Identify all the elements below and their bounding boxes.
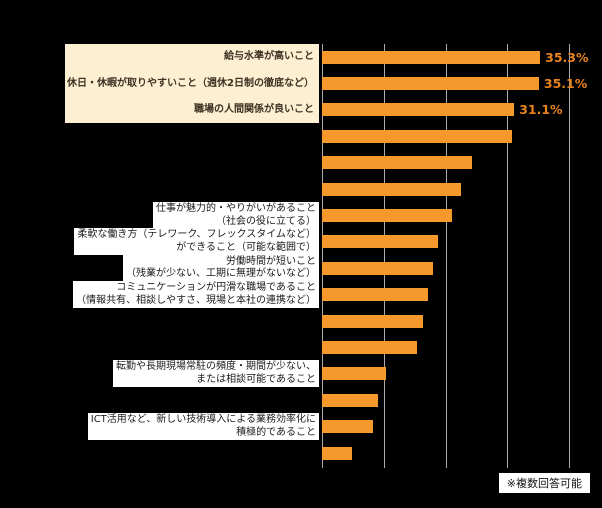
bar-row — [0, 387, 602, 413]
category-label: 職場の人間関係が良いこと — [0, 96, 322, 124]
bar-row: 柔軟な働き方（テレワーク、フレックスタイムなど） ができること（可能な範囲で） — [0, 228, 602, 256]
category-label: 転勤や長期現場常駐の頻度・期間が少ない、 または相談可能であること — [0, 360, 322, 388]
bar — [322, 420, 374, 434]
bar-cell — [322, 229, 602, 255]
bar-cell — [322, 282, 602, 308]
category-label — [0, 440, 322, 466]
bar-cell: 35.1% — [322, 70, 602, 96]
category-label: 仕事が魅力的・やりがいがあること （社会の役に立てる） — [0, 202, 322, 230]
category-label — [0, 150, 322, 176]
bar — [322, 50, 541, 64]
category-label-box: 転勤や長期現場常駐の頻度・期間が少ない、 または相談可能であること — [113, 360, 319, 388]
bar-row — [0, 150, 602, 176]
bar — [322, 77, 539, 91]
bar — [322, 235, 439, 249]
bar-cell — [322, 150, 602, 176]
bar-cell — [322, 123, 602, 149]
bar — [322, 209, 452, 223]
bar-row — [0, 176, 602, 202]
multiple-answers-note: ※複数回答可能 — [498, 473, 590, 493]
bar-cell — [322, 255, 602, 281]
category-label-box: 労働時間が短いこと （残業が少ない、工期に無理がないなど） — [123, 254, 319, 282]
category-label — [0, 308, 322, 334]
bar-row — [0, 308, 602, 334]
bar — [322, 314, 424, 328]
bar — [322, 288, 429, 302]
category-label-box: ICT活用など、新しい技術導入による業務効率化に 積極的であること — [87, 413, 319, 441]
value-label: 35.1% — [543, 76, 588, 92]
bar — [322, 156, 473, 170]
bar — [322, 340, 418, 354]
bar — [322, 261, 434, 275]
bar-row: コミュニケーションが円滑な職場であること （情報共有、相談しやすさ、現場と本社の連… — [0, 281, 602, 309]
bar-cell — [322, 361, 602, 387]
bar-row: 仕事が魅力的・やりがいがあること （社会の役に立てる） — [0, 202, 602, 230]
bar-cell: 31.1% — [322, 97, 602, 123]
bar-cell — [322, 413, 602, 439]
category-label — [0, 123, 322, 149]
bar-cell — [322, 176, 602, 202]
category-label: ICT活用など、新しい技術導入による業務効率化に 積極的であること — [0, 413, 322, 441]
category-label: 休日・休暇が取りやすいこと（週休2日制の徹底など） — [0, 70, 322, 97]
category-label — [0, 334, 322, 360]
highlighted-category-label-box: 給与水準が高いこと — [65, 44, 319, 71]
bar-row — [0, 440, 602, 466]
bar-rows: 給与水準が高いこと 35.3% 休日・休暇が取りやすいこと（週休2日制の徹底など） 3… — [0, 44, 602, 466]
bar — [322, 393, 379, 407]
category-label: 柔軟な働き方（テレワーク、フレックスタイムなど） ができること（可能な範囲で） — [0, 228, 322, 256]
bar — [322, 446, 353, 460]
value-label: 31.1% — [519, 102, 563, 118]
category-label — [0, 387, 322, 413]
bar-row: 転勤や長期現場常駐の頻度・期間が少ない、 または相談可能であること — [0, 360, 602, 388]
category-label-box: 柔軟な働き方（テレワーク、フレックスタイムなど） ができること（可能な範囲で） — [74, 228, 319, 256]
bar — [322, 182, 462, 196]
bar-cell: 35.3% — [322, 44, 602, 70]
bar-cell — [322, 440, 602, 466]
bar-row: 給与水準が高いこと 35.3% — [0, 44, 602, 71]
category-label: 給与水準が高いこと — [0, 44, 322, 71]
bar-cell — [322, 308, 602, 334]
bar-cell — [322, 387, 602, 413]
category-label-box: 仕事が魅力的・やりがいがあること （社会の役に立てる） — [153, 202, 319, 230]
category-label-box: コミュニケーションが円滑な職場であること （情報共有、相談しやすさ、現場と本社の連… — [73, 281, 319, 309]
bar-cell — [322, 334, 602, 360]
bar — [322, 129, 513, 143]
bar-row: 労働時間が短いこと （残業が少ない、工期に無理がないなど） — [0, 254, 602, 282]
bar-row: 職場の人間関係が良いこと 31.1% — [0, 96, 602, 124]
bar-row — [0, 123, 602, 149]
bar-cell — [322, 202, 602, 228]
bar-row: 休日・休暇が取りやすいこと（週休2日制の徹底など） 35.1% — [0, 70, 602, 97]
bar — [322, 367, 387, 381]
category-label: コミュニケーションが円滑な職場であること （情報共有、相談しやすさ、現場と本社の連… — [0, 281, 322, 309]
bar-row — [0, 334, 602, 360]
value-label: 35.3% — [545, 49, 589, 65]
bar — [322, 103, 515, 117]
highlighted-category-label-box: 休日・休暇が取りやすいこと（週休2日制の徹底など） — [65, 70, 319, 97]
category-label — [0, 176, 322, 202]
highlighted-category-label-box: 職場の人間関係が良いこと — [65, 96, 319, 124]
bar-row: ICT活用など、新しい技術導入による業務効率化に 積極的であること — [0, 413, 602, 441]
category-label: 労働時間が短いこと （残業が少ない、工期に無理がないなど） — [0, 254, 322, 282]
